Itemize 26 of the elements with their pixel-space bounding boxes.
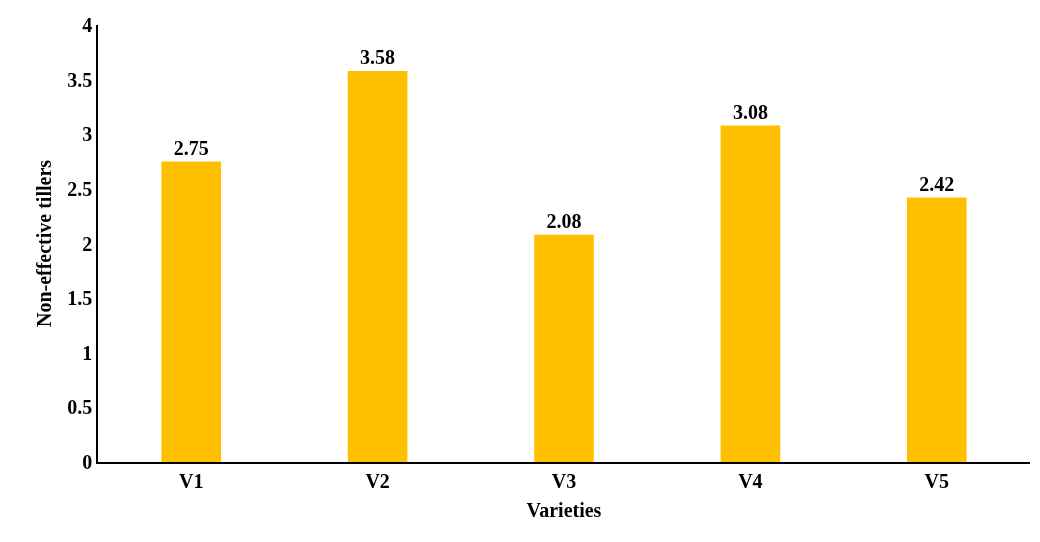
bar [906,197,967,462]
x-tick-label: V4 [738,469,763,492]
x-tick-label: V2 [365,469,390,492]
data-label: 2.08 [546,209,582,232]
y-axis-title: Non-effective tillers [33,159,56,328]
x-axis-title: Varieties [526,498,602,521]
y-tick-label: 2.5 [67,177,93,200]
y-tick-label: 1 [82,341,93,364]
bar [347,70,408,462]
y-tick-label: 1.5 [67,287,93,310]
y-tick-label: 0.5 [67,396,93,419]
y-tick-label: 0 [82,451,93,473]
data-label: 3.58 [360,45,396,68]
x-tick-label: V3 [551,469,577,492]
bar [161,161,222,462]
bar [534,234,594,462]
data-label: 3.08 [732,100,768,123]
x-tick-label: V5 [924,469,950,492]
y-tick-label: 2 [82,232,93,255]
bar [720,125,781,462]
y-tick-label: 3 [82,123,93,146]
data-label: 2.42 [919,172,955,195]
y-tick-label: 3.5 [67,68,93,91]
x-tick-label: V1 [178,469,204,492]
data-label: 2.75 [173,136,209,159]
y-tick-label: 4 [82,14,93,36]
